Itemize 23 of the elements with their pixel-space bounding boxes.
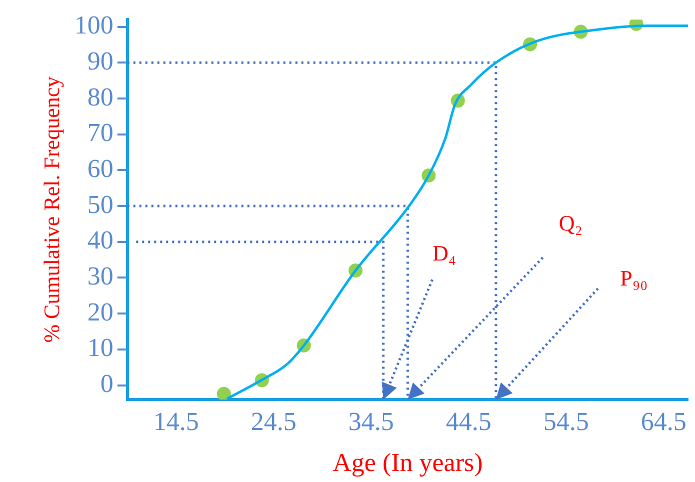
x-axis-title: Age (In years) [332, 448, 483, 478]
annotation: D₄ [432, 240, 456, 266]
x-tick-label: 44.5 [446, 407, 492, 436]
x-tick-label: 34.5 [348, 407, 394, 436]
y-tick-label: 20 [87, 297, 114, 326]
x-tick-label: 14.5 [153, 407, 199, 436]
y-tick-label: 100 [74, 10, 114, 40]
y-tick-label: 10 [87, 333, 114, 362]
y-tick-label: 50 [87, 190, 114, 219]
y-tick-label: 80 [87, 82, 114, 112]
annotation: P₉₀ [620, 266, 648, 291]
x-tick-label: 54.5 [543, 407, 589, 436]
point [216, 386, 231, 400]
y-tick-label: 30 [87, 262, 114, 291]
y-tick-label: 70 [87, 118, 114, 148]
y-tick-label: 40 [87, 226, 114, 255]
x-tick-label: 64.5 [640, 407, 686, 436]
y-tick-label: 90 [87, 46, 114, 76]
annotation: Q₂ [558, 210, 582, 236]
y-tick-label: 60 [87, 154, 114, 183]
y-tick-label: 0 [100, 369, 114, 398]
y-axis-title: % Cumulative Rel. Frequency [38, 76, 64, 343]
x-tick-label: 24.5 [250, 407, 296, 436]
